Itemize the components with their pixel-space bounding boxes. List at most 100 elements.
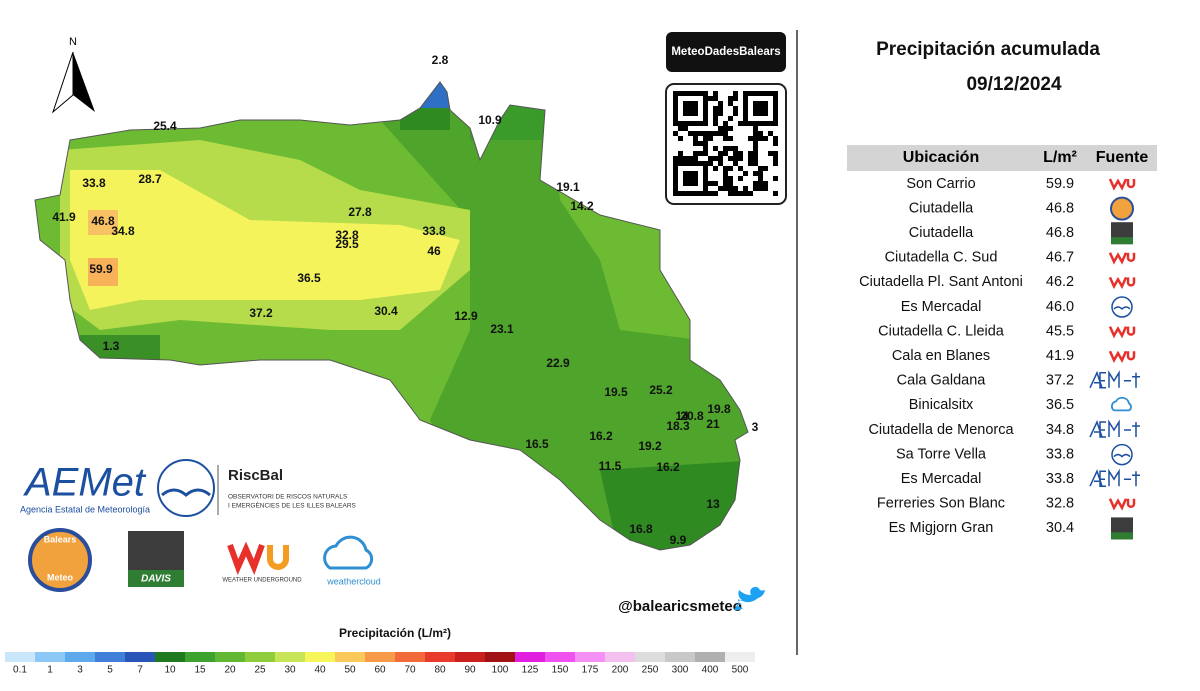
qr-cell (683, 106, 688, 111)
qr-cell (708, 161, 713, 166)
colorbar-label: 150 (552, 665, 569, 676)
colorbar-label: 300 (672, 665, 689, 676)
amount: 33.8 (1046, 471, 1074, 487)
qr-cell (723, 181, 728, 186)
colorbar-swatch (395, 652, 425, 662)
colorbar-label: 30 (284, 665, 296, 676)
compass-label: N (69, 36, 77, 48)
qr-cell (673, 121, 678, 126)
qr-cell (718, 186, 723, 191)
map-label: 16.2 (589, 429, 613, 443)
colorbar-label: 70 (404, 665, 416, 676)
qr-cell (753, 151, 758, 156)
qr: MeteoDadesBalears (665, 32, 787, 205)
qr-cell (748, 121, 753, 126)
map-label: 59.9 (89, 262, 113, 276)
map-label: 46.8 (91, 214, 115, 228)
qr-cell (743, 111, 748, 116)
location: Ciutadella C. Lleida (878, 323, 1005, 339)
amount: 46.2 (1046, 274, 1074, 290)
qr-cell (733, 106, 738, 111)
colorbar-label: 20 (224, 665, 236, 676)
map-label: 16.8 (629, 522, 653, 536)
colorbar-swatch (545, 652, 575, 662)
qr-cell (758, 186, 763, 191)
qr-cell (683, 161, 688, 166)
qr-cell (718, 161, 723, 166)
colorbar-swatch (125, 652, 155, 662)
qr-cell (758, 91, 763, 96)
qr-cell (718, 101, 723, 106)
qr-cell (753, 171, 758, 176)
map-label: 16.5 (525, 437, 549, 451)
qr-cell (773, 151, 778, 156)
colorbar-label: 10 (164, 665, 176, 676)
qr-cell (773, 106, 778, 111)
qr-cell (708, 181, 713, 186)
colorbar-label: 125 (522, 665, 539, 676)
map-label: 33.8 (422, 224, 446, 238)
qr-cell (703, 191, 708, 196)
map-label: 11.5 (599, 459, 622, 473)
qr-cell (743, 96, 748, 101)
qr-cell (733, 191, 738, 196)
source-icon (1111, 443, 1133, 466)
qr-cell (683, 111, 688, 116)
qr-cell (733, 111, 738, 116)
qr-cell (703, 161, 708, 166)
wu-logo: WEATHER UNDERGROUND (222, 578, 302, 584)
qr-cell (703, 111, 708, 116)
qr-cell (698, 161, 703, 166)
qr-cell (728, 101, 733, 106)
qr-cell (763, 106, 768, 111)
qr-cell (693, 91, 698, 96)
qr-cell (708, 156, 713, 161)
riscbal-sub: I EMERGÈNCIES DE LES ILLES BALEARS (228, 501, 357, 510)
qr-cell (703, 91, 708, 96)
qr-cell (703, 171, 708, 176)
location: Ferreries Son Blanc (877, 496, 1005, 512)
qr-cell (728, 156, 733, 161)
qr-cell (703, 141, 708, 146)
qr-cell (673, 171, 678, 176)
qr-cell (753, 131, 758, 136)
qr-cell (673, 166, 678, 171)
qr-cell (773, 111, 778, 116)
qr-cell (688, 121, 693, 126)
qr-cell (753, 186, 758, 191)
colorbar-swatch (515, 652, 545, 662)
qr-cell (683, 191, 688, 196)
qr-cell (758, 181, 763, 186)
map-label: 19.8 (707, 402, 731, 416)
amount: 30.4 (1046, 520, 1074, 536)
qr-cell (693, 156, 698, 161)
qr-cell (723, 136, 728, 141)
qr-cell (683, 91, 688, 96)
colorbar-label: 15 (194, 665, 206, 676)
qr-cell (673, 181, 678, 186)
qr-cell (753, 181, 758, 186)
colorbar-label: 90 (464, 665, 476, 676)
map-label: 2.8 (432, 53, 449, 67)
qr-cell (748, 161, 753, 166)
map-label: 14 (675, 409, 689, 423)
qr-cell (733, 186, 738, 191)
qr-cell (723, 131, 728, 136)
colorbar-swatch (155, 652, 185, 662)
qr-cell (728, 191, 733, 196)
qr-cell (698, 131, 703, 136)
qr-cell (693, 106, 698, 111)
qr-cell (758, 171, 763, 176)
location: Son Carrio (906, 176, 975, 192)
qr-cell (773, 191, 778, 196)
colorbar-label: 0.1 (13, 665, 27, 676)
amount: 32.8 (1046, 496, 1074, 512)
qr-cell (698, 191, 703, 196)
qr-cell (673, 91, 678, 96)
qr-cell (728, 116, 733, 121)
qr-cell (763, 136, 768, 141)
qr-cell (703, 166, 708, 171)
qr-cell (688, 181, 693, 186)
colorbar-swatch (335, 652, 365, 662)
qr-cell (758, 106, 763, 111)
